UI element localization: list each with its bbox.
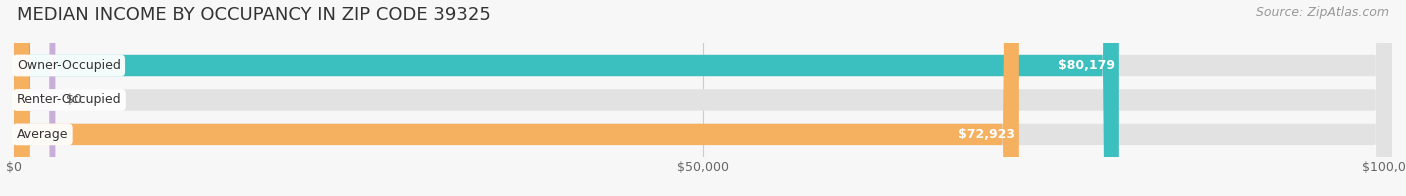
FancyBboxPatch shape (14, 0, 1392, 196)
Text: $0: $0 (66, 93, 83, 106)
FancyBboxPatch shape (14, 0, 55, 196)
FancyBboxPatch shape (14, 0, 1119, 196)
FancyBboxPatch shape (14, 0, 1392, 196)
Text: Renter-Occupied: Renter-Occupied (17, 93, 121, 106)
Text: Owner-Occupied: Owner-Occupied (17, 59, 121, 72)
Text: MEDIAN INCOME BY OCCUPANCY IN ZIP CODE 39325: MEDIAN INCOME BY OCCUPANCY IN ZIP CODE 3… (17, 6, 491, 24)
Text: Source: ZipAtlas.com: Source: ZipAtlas.com (1256, 6, 1389, 19)
FancyBboxPatch shape (14, 0, 1392, 196)
Text: $72,923: $72,923 (957, 128, 1015, 141)
Text: Average: Average (17, 128, 69, 141)
Text: $80,179: $80,179 (1057, 59, 1115, 72)
FancyBboxPatch shape (14, 0, 1019, 196)
